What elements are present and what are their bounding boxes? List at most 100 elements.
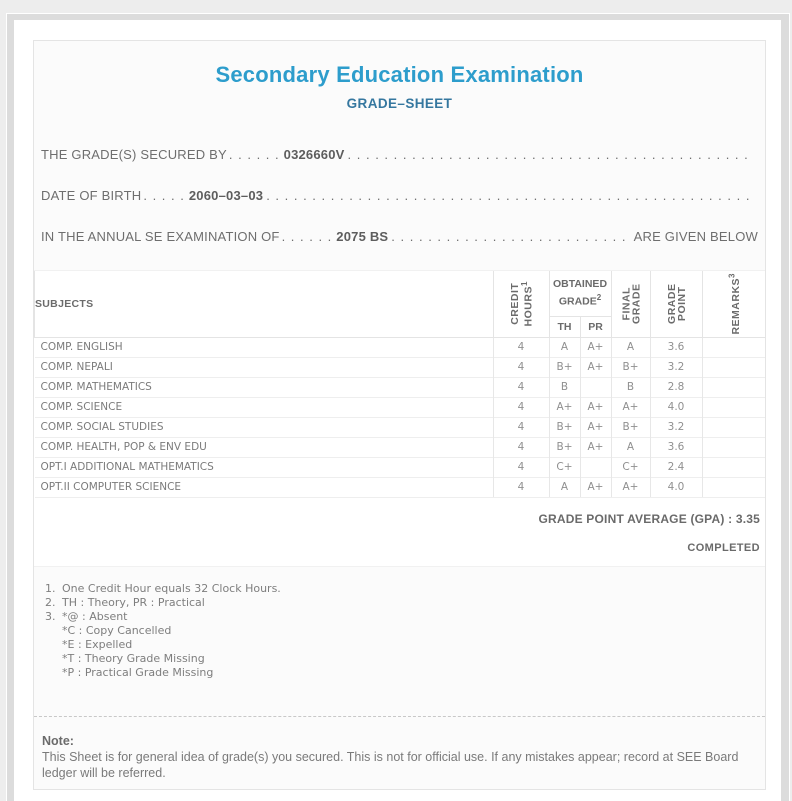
- dashed-divider: [34, 715, 765, 717]
- footnote-text: *C : Copy Cancelled: [62, 623, 172, 637]
- practical-subcolumn-header: PR: [579, 315, 611, 337]
- footnote-text: *T : Theory Grade Missing: [62, 651, 205, 665]
- dot-leader: . . . . . . . . . . . . . . . . . . . . …: [266, 188, 753, 203]
- subject-cell: COMP. ENGLISH: [34, 336, 493, 357]
- footnote-text: One Credit Hour equals 32 Clock Hours.: [62, 581, 281, 595]
- obtained-grade-column-header: OBTAINED GRADE2: [548, 271, 611, 316]
- remarks-cell: [701, 356, 765, 377]
- grade-point-rotated-label: GRADE POINT: [665, 283, 687, 324]
- credit-hours-column-header: CREDIT HOURS1: [492, 271, 549, 337]
- practical-grade-cell: A+: [579, 436, 611, 457]
- dot-leader: . . . . . . . . . . . . . . . . . . . . …: [347, 147, 753, 162]
- table-row: COMP. NEPALI 4 B+ A+ B+ 3.2: [34, 356, 765, 377]
- remarks-cell: [701, 456, 765, 477]
- examination-year-value: 2075 BS: [336, 229, 389, 244]
- theory-grade-cell: B+: [548, 416, 580, 437]
- final-grade-cell: A+: [610, 396, 650, 417]
- credit-hours-cell: 4: [492, 396, 549, 417]
- footnote-line: *P : Practical Grade Missing: [45, 666, 758, 680]
- credit-hours-cell: 4: [492, 476, 549, 498]
- examination-year-label: IN THE ANNUAL SE EXAMINATION OF: [41, 229, 280, 244]
- footnote-marker: 2.: [45, 595, 56, 609]
- grade-point-cell: 4.0: [649, 476, 702, 498]
- footnote-text: TH : Theory, PR : Practical: [62, 595, 205, 609]
- candidate-info-section: THE GRADE(S) SECURED BY . . . . . . 0326…: [41, 147, 758, 245]
- credit-hours-cell: 4: [492, 336, 549, 357]
- final-grade-cell: A: [610, 336, 650, 357]
- footnote-marker: [45, 666, 62, 680]
- final-grade-cell: A+: [610, 476, 650, 498]
- page-background: Secondary Education Examination GRADE–SH…: [14, 20, 781, 801]
- table-row: COMP. HEALTH, POP & ENV EDU 4 B+ A+ A 3.…: [34, 436, 765, 457]
- grade-point-column-header: GRADE POINT: [649, 271, 702, 337]
- table-row: COMP. SCIENCE 4 A+ A+ A+ 4.0: [34, 396, 765, 417]
- subject-cell: COMP. SCIENCE: [34, 396, 493, 417]
- footnote-line: *T : Theory Grade Missing: [45, 652, 758, 666]
- table-row: COMP. MATHEMATICS 4 B B 2.8: [34, 376, 765, 397]
- remarks-column-header: REMARKS3: [701, 271, 765, 337]
- practical-grade-cell: [579, 376, 611, 397]
- practical-grade-cell: A+: [579, 396, 611, 417]
- final-grade-cell: B: [610, 376, 650, 397]
- note-heading: Note:: [42, 733, 74, 748]
- grade-sheet-subtitle: GRADE–SHEET: [346, 96, 453, 111]
- final-grade-column-header: FINAL GRADE: [610, 271, 650, 337]
- theory-grade-cell: B+: [548, 356, 580, 377]
- grades-table: SUBJECTS CREDIT HOURS1 OBTAINED GRADE2: [34, 271, 765, 498]
- credit-hours-cell: 4: [492, 376, 549, 397]
- theory-grade-cell: B: [548, 376, 580, 397]
- footnote-text: *@ : Absent: [62, 609, 128, 623]
- footnote-marker: [45, 652, 62, 666]
- remarks-cell: [701, 476, 765, 498]
- gpa-line: GRADE POINT AVERAGE (GPA) : 3.35: [34, 498, 765, 526]
- browser-window: Secondary Education Examination GRADE–SH…: [6, 13, 790, 801]
- footnote-line: *C : Copy Cancelled: [45, 624, 758, 638]
- symbol-number-value: 0326660V: [283, 147, 345, 162]
- remarks-cell: [701, 416, 765, 437]
- credit-hours-cell: 4: [492, 436, 549, 457]
- date-of-birth-value: 2060–03–03: [188, 188, 264, 203]
- date-of-birth-label: DATE OF BIRTH: [41, 188, 142, 203]
- note-section: Note: This Sheet is for general idea of …: [42, 733, 757, 781]
- remarks-cell: [701, 436, 765, 457]
- footnote-marker: [45, 624, 62, 638]
- subject-cell: OPT.II COMPUTER SCIENCE: [34, 476, 493, 498]
- theory-grade-cell: C+: [548, 456, 580, 477]
- credit-hours-rotated-label: CREDIT HOURS1: [508, 281, 534, 327]
- footnote-marker: [45, 638, 62, 652]
- theory-grade-cell: A+: [548, 396, 580, 417]
- final-grade-cell: B+: [610, 356, 650, 377]
- credit-hours-cell: 4: [492, 456, 549, 477]
- completion-status: COMPLETED: [687, 541, 760, 554]
- practical-grade-cell: [579, 456, 611, 477]
- grade-point-cell: 3.6: [649, 436, 702, 457]
- secured-by-label: THE GRADE(S) SECURED BY: [41, 147, 227, 162]
- practical-grade-cell: A+: [579, 476, 611, 498]
- footnote-text: *E : Expelled: [62, 637, 133, 651]
- grade-point-cell: 3.2: [649, 416, 702, 437]
- dot-leader: . . . . . . . . . . . . . . . . . . . . …: [391, 229, 628, 244]
- page-title: Secondary Education Examination: [215, 62, 584, 87]
- note-body: This Sheet is for general idea of grade(…: [42, 749, 739, 780]
- remarks-cell: [701, 396, 765, 417]
- credit-hours-cell: 4: [492, 416, 549, 437]
- credit-hours-cell: 4: [492, 356, 549, 377]
- theory-grade-cell: B+: [548, 436, 580, 457]
- subject-cell: OPT.I ADDITIONAL MATHEMATICS: [34, 456, 493, 477]
- table-row: OPT.II COMPUTER SCIENCE 4 A A+ A+ 4.0: [34, 476, 765, 498]
- practical-grade-cell: A+: [579, 336, 611, 357]
- grade-point-cell: 4.0: [649, 396, 702, 417]
- grade-point-cell: 3.2: [649, 356, 702, 377]
- subjects-column-header: SUBJECTS: [34, 271, 493, 337]
- final-grade-cell: C+: [610, 456, 650, 477]
- theory-grade-cell: A: [548, 336, 580, 357]
- footnote-text: *P : Practical Grade Missing: [62, 665, 214, 679]
- subject-cell: COMP. SOCIAL STUDIES: [34, 416, 493, 437]
- gpa-value: 3.35: [735, 511, 760, 526]
- footnote-line: 2. TH : Theory, PR : Practical: [45, 596, 758, 610]
- practical-grade-cell: A+: [579, 416, 611, 437]
- secured-by-line: THE GRADE(S) SECURED BY . . . . . . 0326…: [41, 147, 758, 163]
- final-grade-cell: B+: [610, 416, 650, 437]
- grade-sheet-card: Secondary Education Examination GRADE–SH…: [33, 40, 766, 790]
- grade-point-cell: 2.4: [649, 456, 702, 477]
